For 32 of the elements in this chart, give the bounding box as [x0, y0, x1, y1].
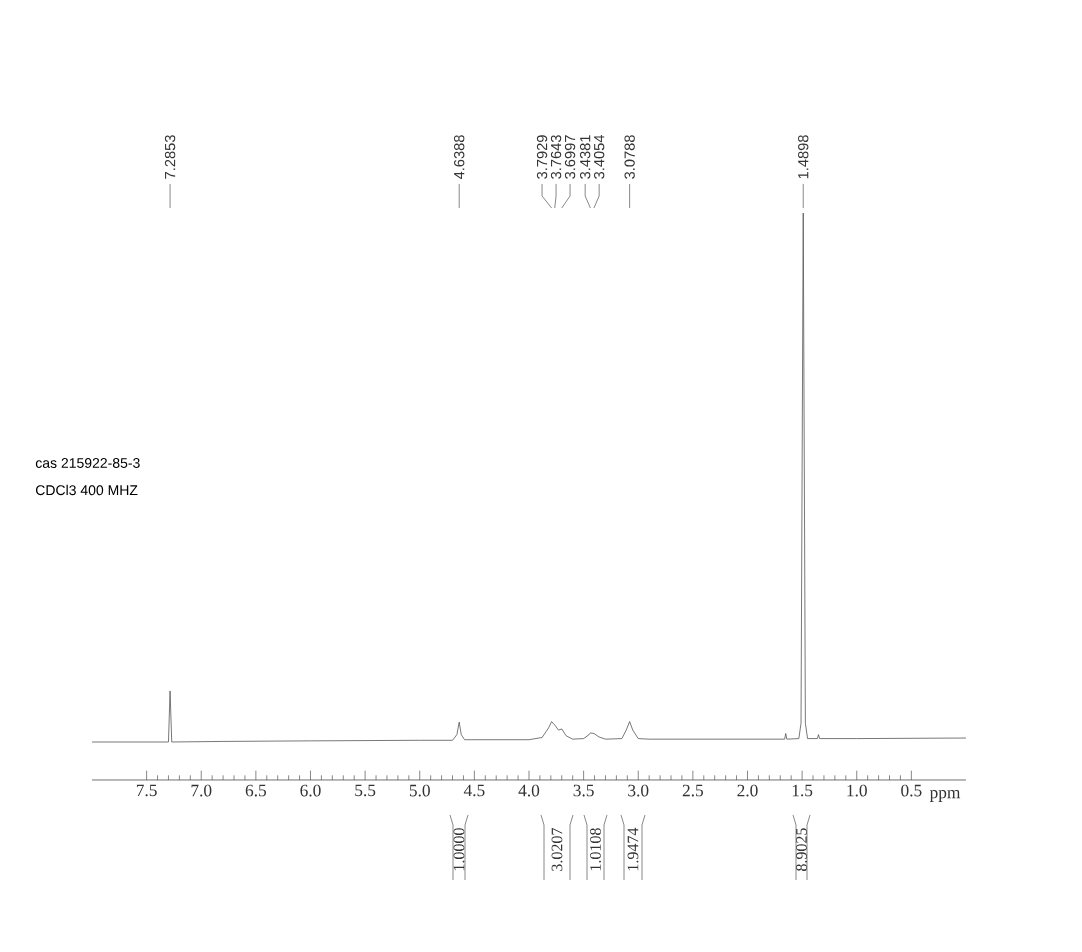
- x-tick-label: 5.0: [409, 784, 430, 797]
- annotation: 1.4898: [798, 135, 809, 179]
- x-tick-label: 6.0: [300, 784, 321, 797]
- x-axis-title: ppm: [929, 790, 961, 802]
- text: 1.9474: [627, 827, 639, 871]
- x-tick-label: 4.0: [518, 784, 540, 797]
- annotation: 4.6388: [454, 135, 465, 180]
- annotation: 3.0788: [624, 135, 635, 179]
- annotation: 3.7929: [536, 135, 548, 179]
- x-tick-label: 2.5: [682, 784, 704, 797]
- text: 8.9025: [796, 828, 807, 871]
- x-tick-label: 3.5: [573, 784, 594, 797]
- x-tick-label: 7.0: [191, 784, 212, 797]
- annotation: 3.4381: [579, 135, 591, 179]
- x-tick-label: 1.0: [847, 784, 867, 797]
- x-tick-label: 1.5: [792, 784, 813, 797]
- x-tick-label: 0.5: [901, 784, 922, 797]
- annotation: CDCl3 400 MHZ: [35, 484, 138, 496]
- x-tick-label: 5.5: [355, 784, 376, 797]
- annotation: 3.6997: [564, 135, 576, 179]
- x-tick-label: 3.0: [628, 784, 649, 797]
- x-tick-label: 7.5: [136, 784, 157, 797]
- annotation: 7.2853: [164, 135, 176, 179]
- text: 3.0207: [551, 828, 563, 871]
- x-tick-label: 2.0: [737, 784, 758, 797]
- text: 1.0000: [453, 828, 465, 871]
- text: 1.0108: [590, 828, 601, 871]
- x-tick-label: 6.5: [245, 784, 267, 797]
- x-tick-label: 4.5: [463, 784, 485, 797]
- annotation: 3.4054: [593, 134, 605, 179]
- annotation: cas 215922-85-3: [35, 458, 140, 468]
- annotation: 3.7643: [550, 135, 562, 179]
